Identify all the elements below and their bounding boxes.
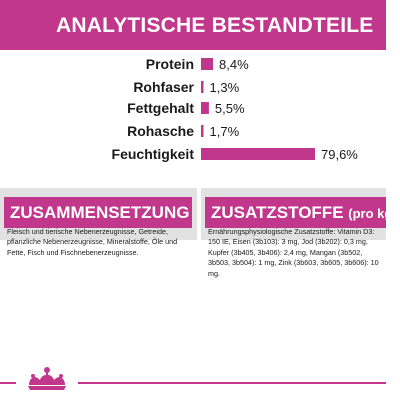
value-label: 79,6% xyxy=(321,147,358,162)
page-title: ANALYTISCHE BESTANDTEILE xyxy=(56,14,374,37)
category-label: Rohasche xyxy=(127,123,194,139)
bar xyxy=(201,102,209,114)
bar xyxy=(201,81,204,93)
additives-heading-sub: (pro kg) xyxy=(348,206,397,221)
value-label: 8,4% xyxy=(219,57,249,72)
additives-heading-main: ZUSATZSTOFFE xyxy=(211,203,344,222)
composition-text: Fleisch und tierische Nebenerzeugnisse, … xyxy=(7,227,178,257)
composition-heading: ZUSAMMENSETZUNG xyxy=(4,197,192,228)
additives-panel: ZUSATZSTOFFE (pro kg) xyxy=(201,188,397,240)
header-banner: ANALYTISCHE BESTANDTEILE xyxy=(0,0,386,50)
additives-heading: ZUSATZSTOFFE (pro kg) xyxy=(205,197,397,228)
footer-divider-left xyxy=(0,382,16,384)
category-label: Protein xyxy=(146,56,194,72)
value-label: 1,3% xyxy=(210,80,240,95)
bar xyxy=(201,125,204,137)
value-label: 5,5% xyxy=(215,101,245,116)
footer-divider-right xyxy=(78,382,386,384)
value-label: 1,7% xyxy=(210,124,240,139)
additives-text: Ernährungsphysiologische Zusatzstoffe: V… xyxy=(208,227,379,278)
crown-icon xyxy=(28,367,66,390)
bar xyxy=(201,148,315,160)
nutrient-chart-svg: Protein 8,4% Rohfaser 1,3% Fettgehalt 5,5% Roh… xyxy=(112,56,359,162)
category-label: Feuchtigkeit xyxy=(112,146,195,162)
composition-panel: ZUSAMMENSETZUNG xyxy=(0,188,197,240)
bar xyxy=(201,58,214,70)
nutrient-chart: Protein 8,4% Rohfaser 1,3% Fettgehalt 5,5% Roh… xyxy=(0,0,400,175)
category-label: Rohfaser xyxy=(133,79,194,95)
category-label: Fettgehalt xyxy=(127,100,194,116)
